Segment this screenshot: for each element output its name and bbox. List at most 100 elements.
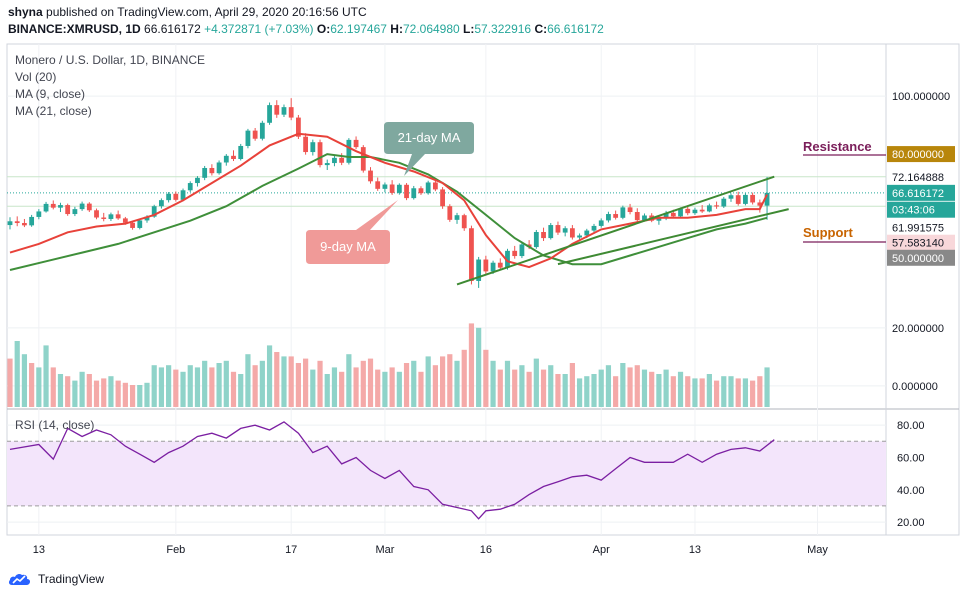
- ma9-legend[interactable]: MA (9, close): [15, 87, 86, 101]
- candle-body: [699, 209, 705, 212]
- volume-bar: [670, 376, 676, 407]
- volume-bar: [50, 367, 56, 407]
- candle-body: [29, 216, 35, 226]
- vol-legend[interactable]: Vol (20): [15, 70, 57, 84]
- last-price: 66.616172: [144, 22, 201, 36]
- volume-bar: [187, 365, 193, 407]
- candle-body: [634, 212, 640, 221]
- candle-body: [187, 183, 193, 191]
- publisher-name[interactable]: shyna: [8, 5, 43, 19]
- candle-body: [432, 182, 438, 190]
- volume-bar: [72, 380, 78, 407]
- rsi-legend[interactable]: RSI (14, close): [15, 418, 95, 432]
- volume-bar: [721, 376, 727, 407]
- volume-bar: [281, 356, 287, 407]
- candle-body: [476, 259, 482, 281]
- volume-bar: [627, 367, 633, 407]
- candle-body: [7, 221, 13, 226]
- volume-bar: [713, 380, 720, 407]
- time-axis: 13 Feb 17 Mar 16 Apr 13 May: [33, 544, 829, 556]
- volume-bar: [36, 367, 42, 407]
- rsi-tick-label: 60.00: [897, 452, 925, 464]
- candle-body: [606, 214, 611, 221]
- candle-body: [274, 105, 280, 115]
- volume-bar: [21, 354, 28, 407]
- trendlines: [456, 175, 789, 286]
- candle-body: [533, 232, 539, 248]
- ma21-callout-box: [384, 122, 474, 176]
- rsi-tick-label: 20.00: [897, 517, 925, 529]
- volume-bar: [209, 367, 215, 407]
- candle-body: [418, 188, 424, 194]
- volume-bar: [685, 376, 691, 407]
- candle-body: [14, 221, 20, 224]
- candle-body: [389, 184, 395, 193]
- volume-bar: [173, 369, 179, 407]
- volume-bar: [634, 365, 640, 407]
- candle-body: [764, 192, 770, 206]
- price-label-text: 03:43:06: [892, 205, 935, 217]
- candle-body: [714, 205, 719, 207]
- candle-body: [144, 216, 150, 221]
- candle-body: [310, 142, 316, 153]
- candle-body: [72, 209, 78, 215]
- tradingview-cloud-icon: [8, 573, 31, 585]
- candle-body: [685, 208, 691, 214]
- ma21-callout-text: 21-day MA: [398, 130, 461, 145]
- price-tick-label: 100.000000: [892, 91, 950, 103]
- candle-body: [490, 262, 496, 272]
- candle-body: [50, 203, 56, 208]
- rsi-band: [7, 440, 886, 507]
- candle-body: [642, 215, 647, 221]
- moving-averages: [9, 132, 768, 271]
- candle-body: [259, 122, 265, 139]
- candle-body: [58, 205, 63, 208]
- time-tick-label: 16: [480, 544, 492, 556]
- candle-body: [440, 189, 445, 207]
- candle-body: [151, 206, 157, 217]
- volume-bar: [238, 374, 244, 407]
- volume-bar: [692, 378, 698, 407]
- tradingview-logo[interactable]: TradingView: [8, 572, 104, 586]
- candle-body: [166, 193, 172, 201]
- candle-body: [497, 262, 503, 268]
- candle-body: [627, 207, 633, 213]
- volume-bar: [591, 374, 597, 407]
- volume-bar: [166, 365, 172, 407]
- symbol-info: BINANCE:XMRUSD, 1D 66.616172 +4.372871 (…: [8, 22, 604, 36]
- volume-bar: [750, 380, 756, 407]
- candle-body: [108, 214, 114, 219]
- volume-bar: [728, 376, 734, 407]
- volume-bar: [137, 385, 143, 407]
- volume-bar: [649, 371, 655, 407]
- candle-body: [663, 212, 669, 219]
- close-label: C:: [534, 22, 548, 36]
- volume-bar: [533, 358, 539, 407]
- price-label-text: 50.000000: [892, 253, 944, 265]
- candle-body: [195, 177, 200, 184]
- volume-bar: [418, 371, 424, 407]
- price-label-box: [887, 249, 955, 266]
- candle-body: [375, 181, 381, 189]
- volume-bar: [331, 367, 338, 407]
- rsi-tick-label: 40.00: [897, 485, 925, 497]
- candle-body: [512, 250, 518, 257]
- candle-body: [750, 194, 756, 203]
- volume-bar: [288, 356, 294, 407]
- candle-body: [678, 208, 683, 217]
- time-tick-label: Mar: [375, 544, 394, 556]
- open-value: 62.197467: [330, 22, 387, 36]
- candle-body: [505, 250, 510, 268]
- ma21-legend[interactable]: MA (21, close): [15, 104, 92, 118]
- time-tick-label: 13: [33, 544, 45, 556]
- volume-bar: [101, 378, 107, 407]
- candle-body: [706, 205, 712, 212]
- volume-bar: [353, 367, 359, 407]
- candle-body: [101, 217, 107, 219]
- volume-bar: [504, 360, 511, 407]
- candle-body: [223, 155, 229, 163]
- volume-bar: [93, 380, 100, 407]
- volume-bar: [461, 349, 467, 407]
- volume-bar: [295, 363, 301, 407]
